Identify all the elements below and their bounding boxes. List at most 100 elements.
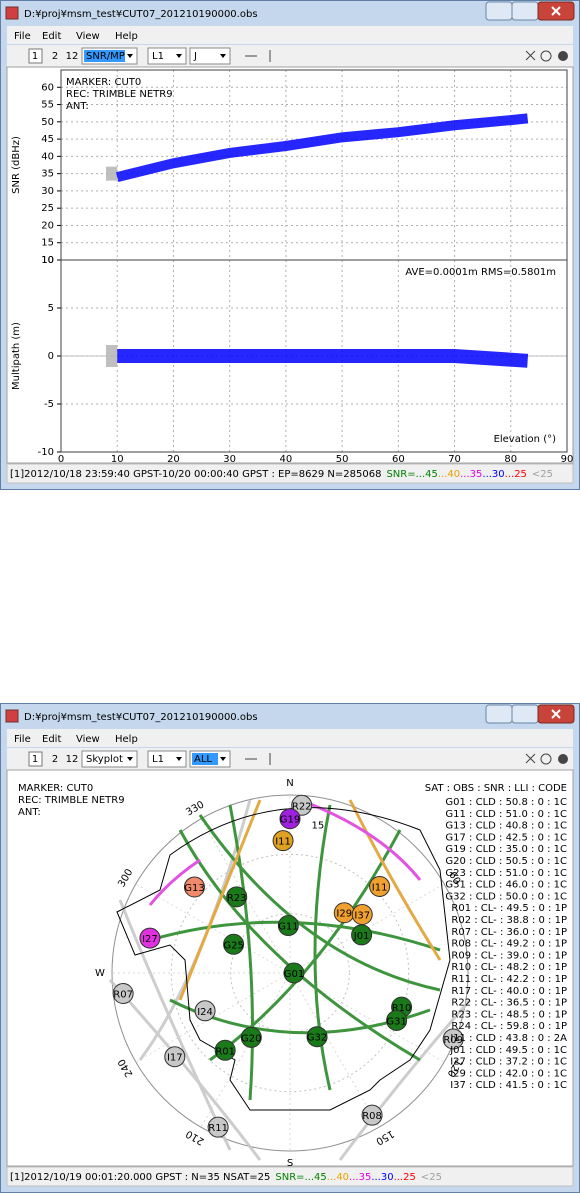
track (198, 814, 441, 992)
track (348, 799, 442, 961)
table-row: R02 : CL- : 38.8 : 0 : 1P (451, 915, 567, 926)
app-icon (5, 6, 19, 20)
menu-item[interactable]: Edit (42, 734, 61, 745)
menu-item[interactable]: File (14, 31, 31, 42)
minimize-button[interactable] (485, 1, 513, 21)
table-row: R08 : CL- : 49.2 : 0 : 1P (451, 939, 567, 950)
select-label: ALL (194, 754, 212, 765)
satellite (351, 924, 373, 946)
x-tick-label: 40 (280, 454, 293, 465)
menu-item[interactable]: View (76, 31, 100, 42)
satellite (283, 962, 305, 984)
toolbar-button[interactable]: 1 (32, 51, 38, 62)
x-tick-label: 20 (167, 454, 180, 465)
table-row: I37 : CLD : 41.5 : 0 : 1C (450, 1080, 567, 1091)
y-tick-label: 45 (41, 134, 54, 145)
satellite (272, 830, 294, 852)
select-highlight (192, 753, 218, 765)
satellite (112, 982, 134, 1004)
satellite-label: R23 (227, 893, 247, 904)
y-tick-label: 15 (41, 238, 54, 249)
menu-bar (7, 729, 573, 747)
menu-item[interactable]: Help (115, 31, 138, 42)
track (209, 829, 402, 1062)
menu-item[interactable]: Help (115, 734, 138, 745)
table-row: G01 : CLD : 50.8 : 0 : 1C (445, 797, 567, 808)
select-box[interactable] (147, 750, 187, 768)
window-title: D:¥proj¥msm_test¥CUT07_201210190000.obs (24, 9, 258, 20)
table-row: R01 : CL- : 49.5 : 0 : 1P (451, 903, 567, 914)
toolbar-button[interactable]: 12 (66, 51, 79, 62)
x-tick-label: 30 (223, 454, 236, 465)
satellite (386, 1009, 408, 1031)
toolbar-icon (558, 51, 568, 61)
snr-legend: ...30 (482, 469, 504, 480)
toolbar-button[interactable]: 12 (66, 754, 79, 765)
table-row: G11 : CLD : 51.0 : 0 : 1C (445, 809, 567, 820)
toolbar-button[interactable]: 1 (32, 754, 38, 765)
x-axis-title: Elevation (°) (494, 434, 557, 445)
satellite-label: G31 (386, 1016, 406, 1027)
y-tick-label: 30 (41, 186, 54, 197)
select-arrow (176, 757, 182, 761)
snr-legend: SNR=...45 (386, 469, 437, 480)
toolbar-button[interactable]: 2 (52, 51, 58, 62)
satellite-label: I29 (336, 909, 352, 920)
x-tick-label: 60 (392, 454, 405, 465)
toolbar-icon (540, 753, 552, 765)
menu-bar (7, 26, 573, 44)
snr-legend: ...40 (327, 1172, 349, 1183)
y-tick-label: 50 (41, 117, 54, 128)
select-label: L1 (152, 754, 164, 765)
table-row: G13 : CLD : 40.8 : 0 : 1C (445, 821, 567, 832)
satellite-label: I17 (167, 1053, 183, 1064)
toolbar-button[interactable]: 2 (52, 754, 58, 765)
satellite-label: I27 (142, 934, 158, 945)
y-tick-label: 10 (41, 255, 54, 266)
select-highlight (84, 50, 125, 62)
maximize-button[interactable] (511, 704, 539, 724)
menu-item[interactable]: File (14, 734, 31, 745)
track (313, 804, 332, 1091)
satellite-label: I37 (354, 911, 370, 922)
satellite-label: G32 (307, 1033, 327, 1044)
table-row: G20 : CLD : 50.5 : 0 : 1C (445, 856, 567, 867)
table-row: R11 : CL- : 42.2 : 0 : 1P (451, 974, 567, 985)
satellite-label: R08 (362, 1111, 382, 1122)
satellite (139, 927, 161, 949)
select-label: L1 (152, 51, 164, 62)
x-tick-label: 80 (504, 454, 517, 465)
table-row: G32 : CLD : 50.0 : 0 : 1C (445, 891, 567, 902)
select-arrow (127, 54, 133, 58)
x-tick-label: 70 (448, 454, 461, 465)
info-text: MARKER: CUT0 (66, 77, 141, 88)
menu-item[interactable]: View (76, 734, 100, 745)
select-label: Skyplot (86, 754, 123, 765)
azimuth-label: S (287, 1158, 293, 1169)
minimize-button[interactable] (485, 704, 513, 724)
select-box[interactable] (189, 47, 231, 65)
toggle-box (28, 48, 43, 64)
track (148, 858, 201, 906)
table-row: R09 : CL- : 39.0 : 0 : 1P (451, 950, 567, 961)
info-text: ANT: (18, 807, 41, 818)
toolbar-icons (245, 50, 536, 62)
maximize-button[interactable] (511, 1, 539, 21)
satellite-label: R09 (443, 1035, 463, 1046)
y-tick-label: 5 (48, 303, 54, 314)
y-axis-title: SNR (dBHz) (11, 136, 22, 194)
azimuth-label: W (95, 968, 105, 979)
select-box[interactable] (147, 47, 187, 65)
data-band (116, 113, 529, 182)
select-arrow (220, 54, 226, 58)
menu-item[interactable]: Edit (42, 31, 61, 42)
table-row: G19 : CLD : 35.0 : 0 : 1C (445, 844, 567, 855)
select-box[interactable] (81, 750, 138, 768)
satellite-label: R22 (292, 801, 312, 812)
horizon-circle (111, 794, 469, 1152)
satellite (226, 886, 248, 908)
table-row: I27 : CLD : 37.2 : 0 : 1C (450, 1057, 567, 1068)
satellite-label: I24 (197, 1007, 213, 1018)
table-row: R24 : CL- : 59.8 : 0 : 1P (451, 1021, 567, 1032)
snr-legend: ...35 (460, 469, 482, 480)
